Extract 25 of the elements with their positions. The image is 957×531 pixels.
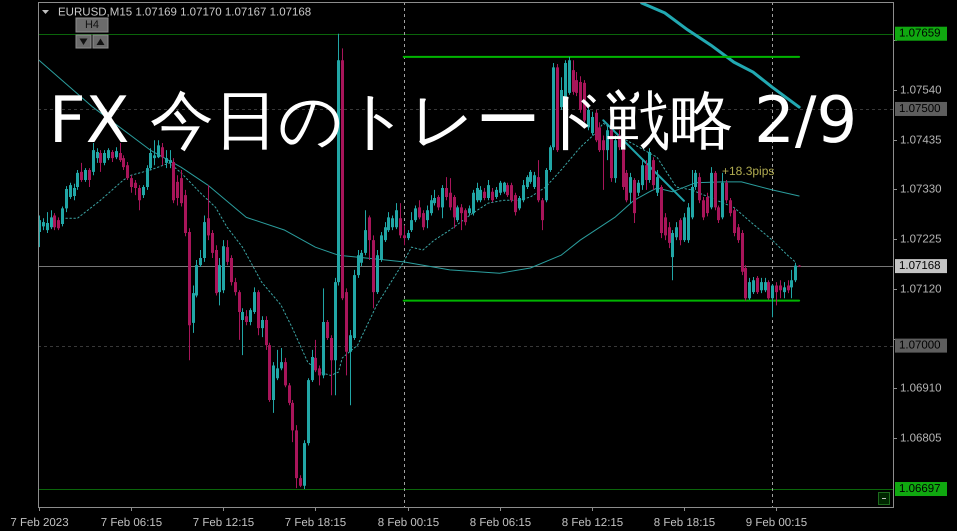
- chart-subtitle: EURUSD,M15 1.07169 1.07170 1.07167 1.07168: [58, 6, 312, 18]
- annotation: +18.3pips: [722, 164, 774, 178]
- x-tick-label: 7 Feb 06:15: [100, 517, 162, 529]
- y-tick-label: 1.07435: [900, 134, 942, 146]
- candlestick: [169, 150, 172, 168]
- x-tick-label: 9 Feb 00:15: [746, 517, 808, 529]
- x-tick-label: 7 Feb 18:15: [284, 517, 346, 529]
- x-tick-label: 8 Feb 18:15: [654, 517, 716, 529]
- y-tick-label: 1.07330: [900, 184, 942, 196]
- ref-line-label: 1.07000: [899, 340, 941, 352]
- x-tick-label: 7 Feb 2023: [10, 517, 69, 529]
- x-tick-label: 8 Feb 00:15: [378, 517, 440, 529]
- y-tick-label: 1.06910: [900, 382, 942, 394]
- x-tick-label: 7 Feb 12:15: [192, 517, 254, 529]
- ref-line-label: 1.07500: [899, 102, 941, 115]
- ref-line-label: 1.07168: [899, 260, 941, 272]
- annotation: H4: [84, 19, 100, 31]
- ref-line-label: 1.06697: [899, 483, 941, 496]
- ref-line-label: 1.07659: [899, 28, 941, 40]
- y-tick-label: 1.06805: [900, 432, 942, 444]
- x-tick-label: 8 Feb 12:15: [562, 517, 624, 529]
- y-tick-label: 1.07540: [900, 84, 942, 96]
- y-tick-label: 1.07225: [900, 234, 942, 246]
- x-tick-label: 8 Feb 06:15: [470, 517, 532, 529]
- y-tick-label: 1.07120: [900, 284, 942, 296]
